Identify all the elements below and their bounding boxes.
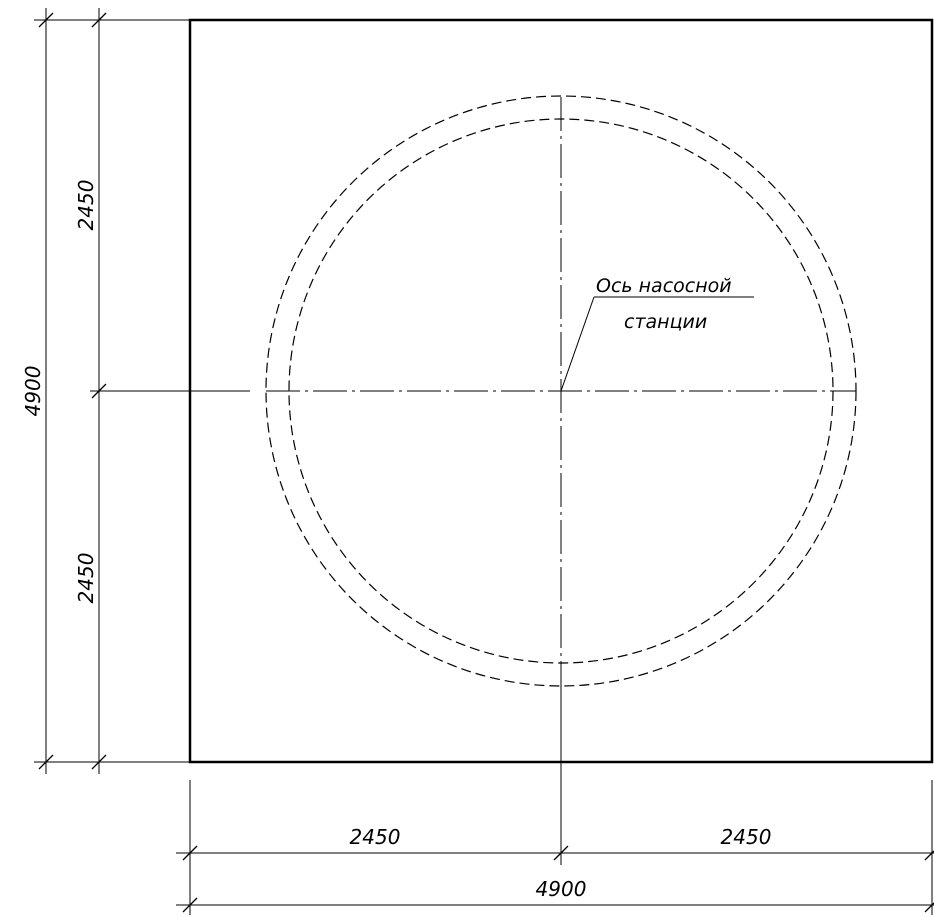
tick-bottom-outer-right [924, 902, 934, 913]
axis-note-line1: Ось насосной [596, 275, 732, 297]
tick-bottom-inner-middle [553, 845, 569, 861]
tick-bottom-inner-left [182, 845, 198, 861]
axis-note-leader [560, 296, 754, 392]
dim-left-total: 4900 [21, 366, 45, 417]
tick-left-inner-middle [91, 383, 107, 399]
tick-bottom-outer-left [182, 897, 198, 913]
dim-left-upper: 2450 [74, 180, 98, 231]
dim-bottom-right: 2450 [721, 825, 772, 849]
dim-left-lower: 2450 [74, 553, 98, 604]
tick-left-outer-bottom [38, 754, 54, 770]
tick-left-outer-top [38, 12, 54, 28]
tick-bottom-inner-right [924, 850, 934, 861]
tick-left-inner-top [91, 12, 107, 28]
tick-left-inner-bottom [91, 754, 107, 770]
dim-bottom-total: 4900 [536, 877, 587, 901]
axis-note-line2: станции [624, 311, 707, 333]
dim-bottom-left: 2450 [350, 825, 401, 849]
